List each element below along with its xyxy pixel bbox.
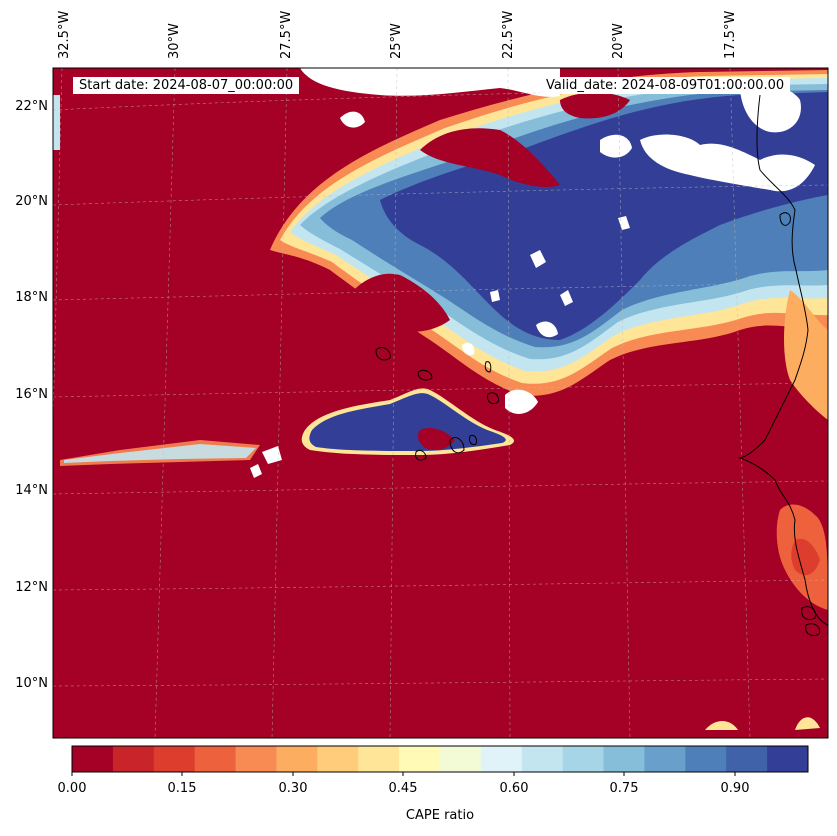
lat-label: 12°N bbox=[15, 580, 48, 595]
cape-field-north-pockets bbox=[345, 92, 630, 332]
colorbar-tick: 0.30 bbox=[278, 781, 308, 796]
colorbar-swatch bbox=[72, 746, 114, 772]
lat-label: 20°N bbox=[15, 194, 48, 209]
lon-label: 27.5°W bbox=[279, 10, 294, 59]
colorbar-swatch bbox=[153, 746, 196, 772]
cape-field-south bbox=[60, 388, 515, 466]
cape-field-southeast bbox=[705, 290, 828, 730]
coastlines bbox=[375, 94, 828, 637]
colorbar-tick: 0.15 bbox=[167, 781, 197, 796]
colorbar bbox=[71, 745, 809, 776]
colorbar-swatch bbox=[276, 746, 318, 772]
colorbar-swatch bbox=[480, 746, 523, 772]
colorbar-tick: 0.90 bbox=[720, 781, 750, 796]
lat-label: 16°N bbox=[15, 387, 48, 402]
colorbar-swatch bbox=[562, 746, 605, 772]
lat-label: 22°N bbox=[15, 99, 48, 114]
colorbar-swatch bbox=[440, 746, 482, 772]
colorbar-tick: 0.00 bbox=[57, 781, 87, 796]
colorbar-swatch bbox=[767, 746, 809, 772]
colorbar-swatch bbox=[603, 746, 645, 772]
colorbar-title: CAPE ratio bbox=[405, 808, 475, 823]
lon-label: 32.5°W bbox=[57, 10, 72, 59]
lon-label: 30°W bbox=[167, 23, 182, 59]
colorbar-swatch bbox=[399, 746, 441, 772]
colorbar-tick: 0.45 bbox=[388, 781, 418, 796]
map-frame bbox=[52, 67, 829, 739]
colorbar-swatch bbox=[317, 746, 359, 772]
colorbar-tick: 0.60 bbox=[499, 781, 529, 796]
valid-date-label: Valid_date: 2024-08-09T01:00:00.00 bbox=[540, 77, 791, 94]
lon-label: 20°W bbox=[611, 23, 626, 59]
start-date-label: Start date: 2024-08-07_00:00:00 bbox=[73, 77, 300, 94]
lat-label: 18°N bbox=[15, 290, 48, 305]
colorbar-swatch bbox=[726, 746, 768, 772]
missing-data-patches bbox=[250, 68, 815, 478]
colorbar-tick: 0.75 bbox=[609, 781, 639, 796]
lon-label: 17.5°W bbox=[723, 10, 738, 59]
colorbar-swatch bbox=[194, 746, 237, 772]
lon-label: 25°W bbox=[389, 23, 404, 59]
colorbar-swatch bbox=[112, 746, 155, 772]
cape-field-west-edge bbox=[53, 95, 60, 150]
colorbar-frame bbox=[71, 745, 809, 773]
lon-label: 22.5°W bbox=[501, 10, 516, 59]
colorbar-swatch bbox=[235, 746, 277, 772]
colorbar-swatch bbox=[521, 746, 564, 772]
lat-label: 14°N bbox=[15, 483, 48, 498]
colorbar-swatch bbox=[358, 746, 400, 772]
colorbar-swatch bbox=[685, 746, 727, 772]
lat-label: 10°N bbox=[15, 676, 48, 691]
colorbar-swatch bbox=[644, 746, 686, 772]
map-canvas bbox=[53, 68, 828, 738]
